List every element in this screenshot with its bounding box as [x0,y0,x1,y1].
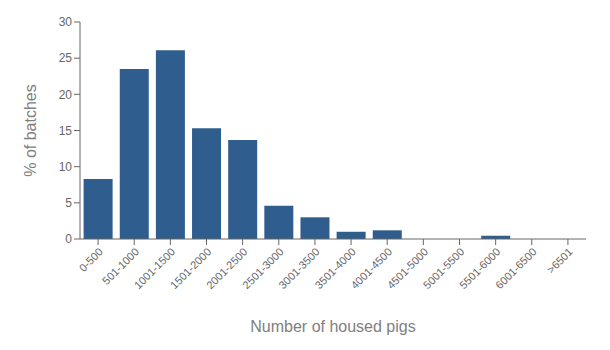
svg-text:4001-4500: 4001-4500 [348,245,395,292]
svg-text:2501-3000: 2501-3000 [240,245,286,292]
svg-text:0-500: 0-500 [77,245,105,273]
svg-text:30: 30 [59,15,73,29]
svg-text:0: 0 [65,232,72,246]
svg-text:Number of housed pigs: Number of housed pigs [250,318,415,335]
svg-text:6001-6500: 6001-6500 [493,245,539,291]
svg-text:1001-1500: 1001-1500 [131,245,178,292]
svg-text:15: 15 [59,124,73,138]
svg-text:4501-5000: 4501-5000 [384,245,431,292]
svg-text:3001-3500: 3001-3500 [276,245,322,292]
svg-text:501-1000: 501-1000 [99,245,142,287]
svg-text:25: 25 [59,51,73,65]
svg-text:5501-6000: 5501-6000 [456,245,503,292]
svg-text:% of batches: % of batches [22,84,39,177]
svg-text:>6501: >6501 [545,245,575,275]
svg-text:3501-4000: 3501-4000 [312,245,358,292]
svg-text:10: 10 [59,160,73,174]
svg-text:2001-2500: 2001-2500 [203,245,250,292]
svg-text:1501-2000: 1501-2000 [167,245,214,292]
svg-text:5: 5 [65,196,72,210]
svg-text:20: 20 [59,88,73,102]
svg-text:5001-5500: 5001-5500 [420,245,467,292]
